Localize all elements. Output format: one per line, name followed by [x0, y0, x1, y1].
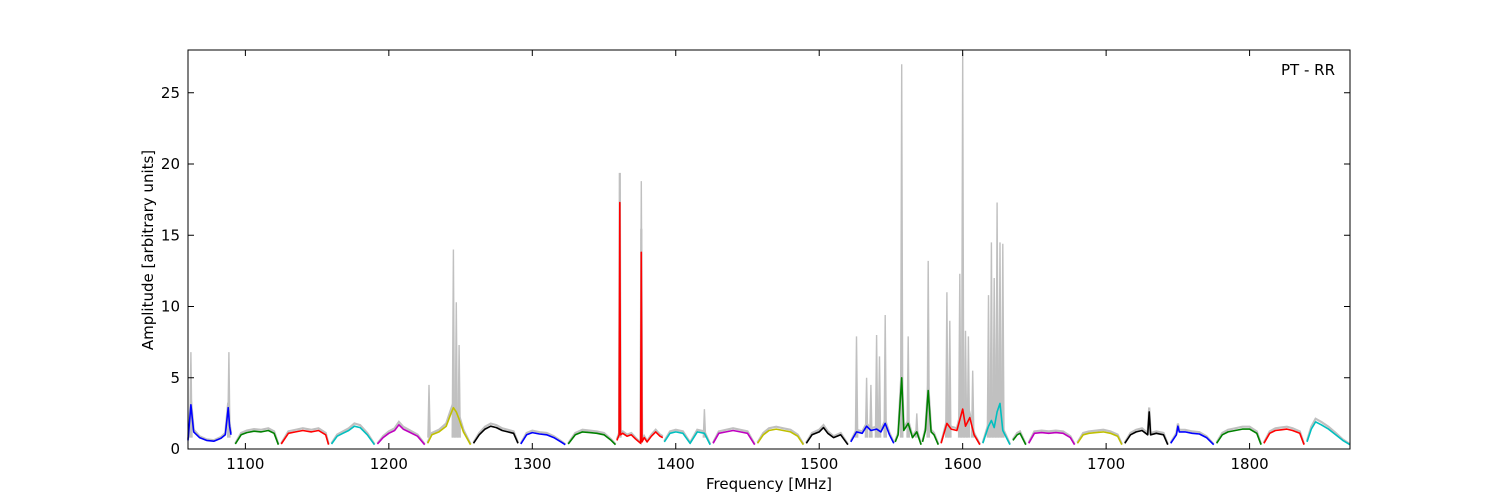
x-tick-label: 1100: [226, 455, 264, 473]
raw-spectrum-spike: [995, 202, 999, 438]
raw-spectrum-spike: [457, 344, 461, 438]
y-axis-label: Amplitude [arbitrary units]: [139, 150, 157, 350]
raw-spectrum-spike: [702, 409, 707, 438]
raw-spectrum-spike: [986, 295, 991, 438]
raw-spectrum-band: [1027, 429, 1076, 445]
series-line-8: [567, 431, 617, 446]
series-line-26: [1306, 421, 1351, 446]
raw-spectrum-spike: [957, 273, 962, 438]
y-tick-label: 20: [161, 155, 180, 173]
raw-spectrum-band: [280, 427, 330, 445]
series-line-14: [850, 422, 895, 444]
raw-spectrum-band: [472, 422, 520, 444]
raw-spectrum-spike: [454, 302, 459, 438]
raw-spectrum-band: [849, 417, 895, 444]
x-axis: 1100 1200 1300 1400 1500 1600 1700 1800: [226, 50, 1269, 473]
raw-spectrum-band: [426, 400, 472, 445]
raw-spectrum-band: [1305, 417, 1351, 446]
series-line-18: [982, 402, 1011, 446]
y-tick-label: 5: [170, 369, 180, 387]
x-tick-label: 1600: [944, 455, 982, 473]
series-line-2: [280, 429, 330, 445]
series-line-4: [376, 423, 426, 446]
raw-spectrum-spike: [963, 330, 968, 438]
raw-spectrum-spike: [945, 292, 949, 438]
series-line-0: [187, 403, 232, 443]
series-line-10: [663, 431, 711, 446]
series-line-25: [1263, 428, 1305, 445]
x-tick-label: 1500: [800, 455, 838, 473]
raw-spectrum-spike: [947, 320, 952, 438]
raw-spectrum-band: [712, 427, 756, 445]
series-line-22: [1124, 411, 1169, 446]
x-tick-label: 1800: [1230, 455, 1268, 473]
raw-spectrum-spike: [966, 336, 971, 438]
y-axis: 0 5 10 15 20 25: [161, 84, 1350, 458]
series-line-21: [1076, 431, 1123, 446]
series-line-13: [805, 426, 849, 446]
raw-spectrum-band: [376, 420, 426, 445]
series-line-24: [1215, 428, 1262, 445]
x-tick-label: 1700: [1087, 455, 1125, 473]
series-line-5: [426, 406, 472, 446]
series-line-6: [472, 425, 519, 444]
raw-spectrum-spike: [854, 336, 859, 438]
raw-spectrum-band: [756, 425, 805, 445]
series-line-7: [520, 431, 566, 446]
raw-spectrum-spike: [869, 384, 873, 438]
series-line-15: [894, 376, 922, 445]
raw-spectrum-spike: [1001, 243, 1005, 438]
x-axis-label: Frequency [MHz]: [706, 475, 832, 493]
raw-spectrum-spike: [874, 334, 879, 438]
plot-frame: [187, 49, 1351, 450]
raw-spectrum-spike: [427, 384, 431, 438]
raw-spectrum-band: [1215, 425, 1263, 445]
raw-spectrum-spike: [998, 242, 1002, 438]
raw-spectrum-band: [805, 423, 849, 445]
raw-spectrum-spike: [992, 277, 997, 438]
raw-spectrum-spike: [883, 314, 887, 438]
series-line-16: [921, 389, 940, 446]
raw-spectrum-spike: [864, 377, 869, 438]
y-tick-label: 0: [170, 440, 180, 458]
series-line-20: [1028, 431, 1076, 446]
raw-spectrum-band: [186, 399, 233, 442]
raw-spectrum-band: [330, 422, 376, 445]
raw-spectrum-spike: [906, 336, 910, 438]
series-layer: [187, 201, 1351, 446]
x-tick-label: 1400: [657, 455, 695, 473]
plot-annotation: PT - RR: [1281, 61, 1335, 79]
x-tick-label: 1300: [513, 455, 551, 473]
y-tick-label: 25: [161, 84, 180, 102]
raw-spectrum-spike: [899, 64, 904, 438]
series-line-1: [234, 429, 280, 445]
series-line-23: [1170, 425, 1215, 446]
series-line-17: [940, 408, 981, 446]
raw-spectrum-spike: [970, 370, 975, 438]
raw-spectrum-band: [1123, 407, 1169, 445]
raw-spectrum-spike: [877, 356, 882, 438]
raw-spectrum-band: [519, 429, 566, 446]
series-line-12: [756, 428, 805, 446]
raw-spectrum-spike: [960, 52, 965, 438]
series-line-19: [1012, 432, 1027, 446]
series-line-9: [616, 201, 664, 445]
raw-spectrum-layer: [186, 52, 1351, 446]
series-line-3: [330, 425, 376, 446]
y-tick-label: 10: [161, 298, 180, 316]
series-line-11: [712, 429, 756, 446]
raw-spectrum-band: [234, 427, 280, 445]
y-tick-label: 15: [161, 226, 180, 244]
raw-spectrum-spike: [989, 242, 994, 438]
raw-spectrum-spike: [451, 249, 456, 438]
raw-spectrum-band: [1076, 428, 1123, 445]
raw-spectrum-band: [1262, 425, 1306, 445]
raw-spectrum-band: [567, 428, 617, 445]
x-tick-label: 1200: [370, 455, 408, 473]
